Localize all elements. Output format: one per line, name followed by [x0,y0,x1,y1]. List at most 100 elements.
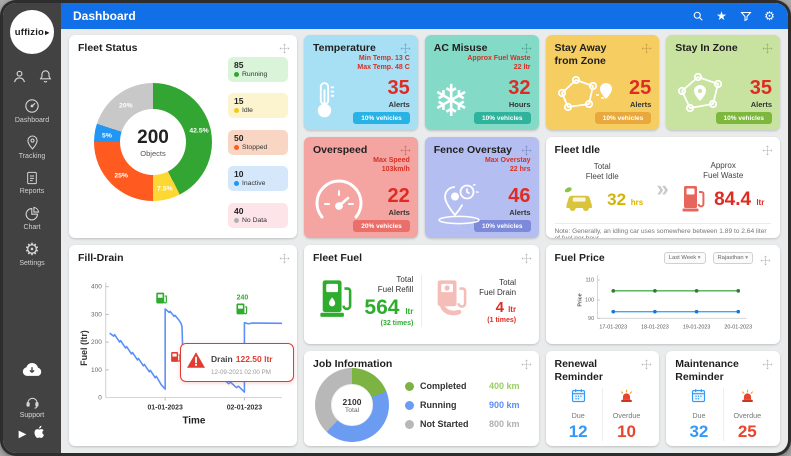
svg-text:0: 0 [98,394,102,401]
tooltip-value: 122.50 ltr [235,354,273,365]
alert-label: Alerts [509,208,531,217]
apple-icon[interactable] [33,425,45,444]
vehicles-badge: 10% vehicles [594,112,652,124]
drag-handle-icon[interactable] [521,143,532,156]
svg-text:20-01-2023: 20-01-2023 [724,324,752,330]
notifications-icon[interactable] [37,68,54,85]
fleet-idle-card: Fleet Idle Total Fleet Idle 32 hrs » Appr… [545,137,780,238]
gear-icon: ⚙ [24,240,40,259]
vehicles-badge: 10% vehicles [474,112,531,124]
chevrons-icon: » [656,175,669,201]
chip-count: 40 [234,205,244,216]
sidebar-item-tracking[interactable]: Tracking [19,134,45,160]
alert-label: Alerts [388,100,410,109]
logo[interactable]: uffizio ▸ [10,10,54,54]
idle-note: Note: Generally, an idling car uses some… [554,222,771,238]
temperature-card: Temperature Min Temp. 13 C Max Temp. 48 C… [304,35,418,130]
legend-dot [234,71,239,77]
svg-text:100: 100 [585,297,594,303]
drag-handle-icon[interactable] [762,143,773,156]
sidebar-item-reports[interactable]: Reports [20,170,44,195]
drag-handle-icon[interactable] [762,41,773,54]
fuel-refill-section: Total Fuel Refill 564 ltr (32 times) [313,274,422,327]
sidebar-item-dashboard[interactable]: Dashboard [15,97,49,124]
info-line: 22 ltr [513,64,531,72]
refill-times: (32 times) [380,319,414,327]
drag-handle-icon[interactable] [279,251,290,264]
card-title: Fleet Status [78,42,138,54]
star-icon[interactable]: ★ [716,8,727,23]
maintenance-overdue: Overdue 25 [724,388,771,441]
fuel-drain-section: Total Fuel Drain 4 ltr (1 times) [422,278,530,324]
slice-label: 7.5% [157,185,173,193]
drag-handle-icon[interactable] [762,357,773,370]
period-dropdown[interactable]: Last Week ▾ [663,252,706,265]
drag-handle-icon[interactable] [641,41,652,54]
drag-handle-icon[interactable] [521,41,532,54]
settings-gear-icon[interactable]: ⚙ [764,8,775,23]
legend-dot [234,217,239,223]
drag-handle-icon[interactable] [400,143,411,156]
sidebar-item-support[interactable]: Support [19,394,45,419]
fuel-price-chart: Price 110 100 90 17-01-2023 18-01-2023 1… [577,274,752,330]
map-pin-icon [26,135,38,150]
logo-text: uffizio [14,26,45,38]
info-line: Approx Fuel Waste [467,55,531,62]
chip-count: 50 [234,132,244,143]
drag-handle-icon[interactable] [400,41,411,54]
sidebar-item-settings[interactable]: ⚙ Settings [19,241,44,267]
drag-handle-icon[interactable] [521,251,532,264]
zone-in-icon [674,71,730,124]
card-title: Fence Overstay [433,144,512,156]
sidebar-item-chart[interactable]: Chart [23,205,41,231]
stay-away-zone-card: Stay Away from Zone 25 Alerts 10% vehicle… [545,35,660,130]
fuel-pump-green-icon [320,278,356,323]
drag-handle-icon[interactable] [760,253,771,266]
drain-tooltip: Drain 122.50 ltr 12-09-2021 02:00 PM [180,343,294,383]
waste-liters-value: 84.4 ltr [714,189,765,211]
chip-label: No Data [242,216,267,224]
svg-text:100: 100 [91,366,102,373]
filter-icon[interactable] [739,10,752,23]
renewal-due: Due 12 [555,388,603,442]
region-dropdown[interactable]: Rajasthan ▾ [712,252,753,265]
drag-handle-icon[interactable] [521,357,532,370]
maintenance-reminder-card: Maintenance Reminder Due 32 Overdue 25 [666,351,780,446]
svg-text:Price: Price [577,293,583,306]
chip-label: Inactive [242,180,266,188]
drag-handle-icon[interactable] [279,41,290,54]
legend-chip-running: 85 Running [228,56,288,82]
tooltip-time: 12-09-2021 02:00 PM [211,369,271,377]
legend-dot [234,108,239,114]
donut-center-value: 200 [137,126,169,148]
job-legend: Completed 400 km Running 900 km Not Starte… [405,381,524,429]
alert-label: Alerts [750,100,772,109]
vehicles-badge: 10% vehicles [474,220,531,232]
zone-out-icon [554,73,616,124]
chip-count: 10 [234,169,244,180]
support-label: Support [19,412,45,419]
due-count: 32 [689,422,709,442]
thermometer-icon [312,81,338,124]
svg-text:02-01-2023: 02-01-2023 [227,404,263,411]
user-icon[interactable] [11,68,28,85]
vehicles-badge: 10% vehicles [353,112,410,124]
cloud-download-icon[interactable] [20,359,44,384]
drag-handle-icon[interactable] [641,357,652,370]
refill-value: 564 ltr [364,295,414,319]
refill-marker-icon [236,303,248,314]
due-count: 12 [568,422,588,442]
hours-label: Hours [508,100,531,109]
job-legend-item: Not Started 800 km [405,419,520,429]
info-line: 103km/h [381,166,410,174]
alert-count: 46 [508,185,531,207]
vehicles-badge: 20% vehicles [353,220,410,232]
chip-label: Idle [242,107,253,115]
card-title: Renewal Reminder [554,358,603,383]
sidebar: uffizio ▸ Dashboard Tracking Reports Char… [3,3,61,453]
drain-times: (1 times) [487,316,517,324]
google-play-icon[interactable]: ▶ [18,429,27,440]
overdue-count: 25 [737,422,757,442]
search-icon[interactable] [691,10,704,23]
fill-drain-chart: Fuel (ltr) 400 300 200 100 0 240 01-01-2… [79,282,283,426]
